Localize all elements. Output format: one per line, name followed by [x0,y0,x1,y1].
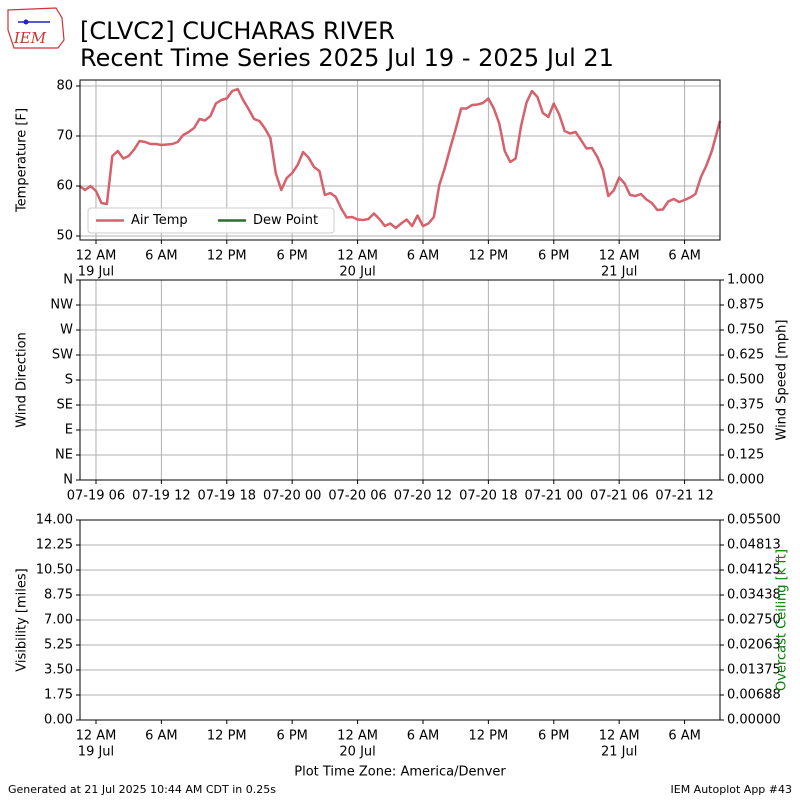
y2-tick-label: 0.05500 [727,513,781,528]
y2-tick-label: 0.250 [727,423,764,438]
data-line [78,87,722,230]
y2-tick-label: 0.125 [727,448,764,463]
x-date-label: 20 Jul [339,265,375,280]
y2-tick-label: 0.500 [727,373,764,388]
y-axis-label: Wind Direction [15,332,30,428]
x-tick-label: 12 AM [337,729,378,744]
x-tick-label: 07-21 12 [655,489,713,504]
x-tick-label: 12 AM [599,249,640,264]
x-date-label: 21 Jul [601,745,637,760]
y-tick-label: 12.25 [36,538,73,553]
x-date-label: 20 Jul [339,745,375,760]
x-tick-label: 12 PM [207,729,247,744]
y2-tick-label: 0.875 [727,298,764,313]
plot-frame [79,279,721,481]
chart-subtitle: Recent Time Series 2025 Jul 19 - 2025 Ju… [80,44,614,72]
y2-tick-label: 0.02063 [727,638,781,653]
y-tick-label: SW [52,348,73,363]
y-tick-label: SE [57,398,73,413]
y-tick-label: 7.00 [44,613,73,628]
x-tick-label: 12 PM [469,249,509,264]
legend-box [87,207,335,234]
x-tick-label: 6 AM [668,729,701,744]
y2-tick-label: 0.04125 [727,563,781,578]
y-tick-label: 70 [56,129,73,144]
x-tick-label: 6 AM [145,249,178,264]
logo: IEM [7,7,65,49]
x-tick-label: 07-20 06 [328,489,386,504]
x-tick-label: 07-21 06 [590,489,648,504]
x-tick-label: 12 AM [76,729,117,744]
y-tick-label: NE [55,448,73,463]
y-tick-label: W [60,323,73,338]
legend-label: Dew Point [253,213,318,228]
x-tick-label: 6 AM [407,729,440,744]
y-tick-label: 1.75 [44,688,73,703]
x-tick-label: 12 PM [207,249,247,264]
x-tick-label: 07-20 18 [459,489,517,504]
y2-tick-label: 0.00000 [727,713,781,728]
x-tick-label: 12 AM [337,249,378,264]
footer-left: Generated at 21 Jul 2025 10:44 AM CDT in… [8,783,276,796]
x-tick-label: 6 PM [538,249,569,264]
x-tick-label: 6 AM [407,249,440,264]
x-tick-label: 07-21 00 [525,489,583,504]
y-tick-label: 5.25 [44,638,73,653]
y-tick-label: 8.75 [44,588,73,603]
y2-tick-label: 0.04813 [727,538,781,553]
y-tick-label: S [65,373,73,388]
chart-title: [CLVC2] CUCHARAS RIVER [80,17,395,45]
y2-tick-label: 0.03438 [727,588,781,603]
y2-tick-label: 0.01375 [727,663,781,678]
y-tick-label: 80 [56,79,73,94]
x-tick-label: 12 PM [469,729,509,744]
x-tick-label: 07-19 12 [132,489,190,504]
y-axis-label: Temperature [F] [15,108,30,213]
x-tick-label: 07-19 06 [67,489,125,504]
y2-tick-label: 0.02750 [727,613,781,628]
x-tick-label: 07-20 00 [263,489,321,504]
plot-frame [79,79,721,241]
y-tick-label: 14.00 [36,513,73,528]
plot-frame [79,519,721,721]
x-date-label: 21 Jul [601,265,637,280]
y-tick-label: 3.50 [44,663,73,678]
x-tick-label: 07-19 18 [198,489,256,504]
x-tick-label: 12 AM [599,729,640,744]
y2-tick-label: 0.000 [727,473,764,488]
x-tick-label: 6 PM [276,249,307,264]
x-tick-label: 6 AM [145,729,178,744]
footer-right: IEM Autoplot App #43 [671,783,793,796]
y-tick-label: 10.50 [36,563,73,578]
x-date-label: 19 Jul [78,265,114,280]
y2-tick-label: 0.625 [727,348,764,363]
y-tick-label: 0.00 [44,713,73,728]
logo-outline [7,7,65,49]
y-tick-label: NW [50,298,73,313]
y2-tick-label: 1.000 [727,273,764,288]
x-date-label: 19 Jul [78,745,114,760]
x-tick-label: 12 AM [76,249,117,264]
y2-tick-label: 0.750 [727,323,764,338]
y-tick-label: 60 [56,179,73,194]
y2-axis-label: Wind Speed [mph] [775,320,790,441]
x-axis-label: Plot Time Zone: America/Denver [294,765,506,780]
y2-tick-label: 0.375 [727,398,764,413]
x-tick-label: 6 AM [668,249,701,264]
y-tick-label: N [63,273,73,288]
y-tick-label: N [63,473,73,488]
y2-tick-label: 0.00688 [727,688,781,703]
y-tick-label: E [65,423,73,438]
y2-axis-label: Overcast Ceiling [k ft] [775,549,790,691]
x-tick-label: 6 PM [538,729,569,744]
x-tick-label: 07-20 12 [394,489,452,504]
x-tick-label: 6 PM [276,729,307,744]
legend-label: Air Temp [131,213,188,228]
y-tick-label: 50 [56,229,73,244]
logo-dot [23,19,29,25]
y-axis-label: Visibility [miles] [15,568,30,671]
logo-text: IEM [13,29,47,47]
